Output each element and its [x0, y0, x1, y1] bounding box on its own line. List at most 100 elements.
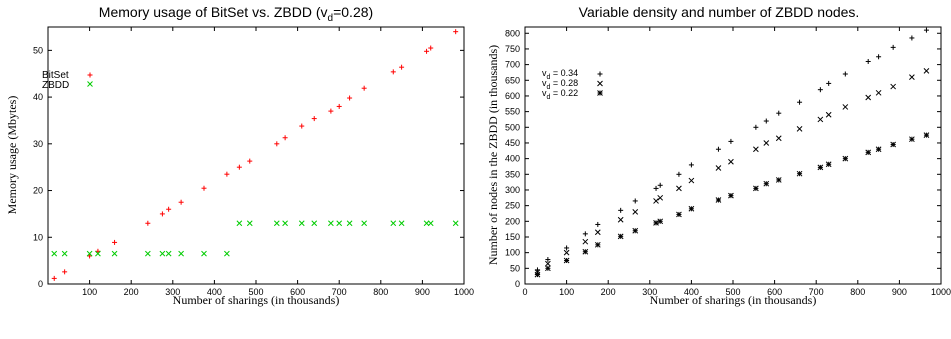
data-point-series-2	[688, 205, 695, 212]
data-point-series-1	[825, 111, 832, 118]
data-point-series-2	[715, 197, 722, 203]
y-tick-label: 400	[505, 154, 520, 164]
data-point-series-1	[427, 220, 434, 227]
data-point-series-0	[159, 211, 165, 217]
x-tick-label: 500	[248, 287, 263, 297]
data-point-series-0	[763, 118, 769, 124]
data-point-series-0	[842, 71, 848, 77]
data-point-series-1	[865, 94, 872, 101]
plot-frame	[524, 26, 942, 285]
data-point-series-0	[618, 207, 624, 213]
data-point-series-2	[563, 257, 570, 264]
data-point-series-1	[178, 250, 184, 257]
y-axis-label: Memory usage (Mbytes)	[5, 96, 19, 215]
y-tick-label: 300	[505, 185, 520, 195]
data-point-series-1	[909, 74, 915, 80]
y-tick-label: 500	[505, 122, 520, 132]
data-point-series-1	[715, 165, 722, 171]
data-points	[534, 27, 930, 278]
data-point-series-1	[398, 220, 405, 227]
data-point-series-0	[51, 275, 57, 281]
data-point-series-1	[224, 250, 230, 257]
data-point-series-0	[399, 64, 405, 70]
data-point-series-1	[676, 185, 682, 192]
data-point-series-0	[336, 103, 342, 109]
x-axis-label: Number of sharings (in thousands)	[650, 293, 817, 307]
y-tick-label: 0	[38, 279, 43, 289]
y-tick-label: 750	[505, 44, 520, 54]
data-point-series-1	[875, 89, 882, 96]
data-point-series-1	[423, 220, 430, 227]
y-axis-label: Number of nodes in the ZBDD (in thousand…	[486, 45, 500, 265]
data-point-series-0	[797, 99, 803, 105]
data-point-series-1	[61, 250, 68, 257]
data-point-series-0	[224, 171, 230, 177]
data-point-series-0	[545, 257, 551, 263]
data-point-series-1	[653, 198, 659, 204]
data-point-series-1	[246, 220, 253, 227]
legend: BitSet ZBDD	[42, 70, 93, 91]
data-point-series-0	[282, 135, 288, 141]
data-point-series-1	[361, 220, 368, 227]
legend-marker-0	[87, 72, 93, 78]
data-point-series-2	[594, 241, 601, 248]
x-tick-label: 200	[601, 287, 616, 297]
data-point-series-1	[817, 116, 824, 123]
data-point-series-0	[112, 239, 118, 245]
zbdd-nodes-chart: Variable density and number of ZBDD node…	[486, 4, 951, 307]
data-point-series-1	[86, 250, 93, 257]
data-point-series-1	[346, 220, 353, 227]
data-point-series-1	[144, 250, 151, 257]
x-tick-label: 300	[165, 287, 180, 297]
data-point-series-2	[825, 161, 832, 168]
y-tick-label: 700	[505, 60, 520, 70]
x-tick-label: 1000	[931, 287, 951, 297]
data-point-series-1	[753, 146, 759, 153]
x-tick-label: 900	[415, 287, 430, 297]
data-point-series-2	[763, 180, 770, 187]
data-point-series-1	[452, 220, 459, 227]
legend-label-022: vd = 0.22	[542, 88, 578, 101]
y-tick-label: 450	[505, 138, 520, 148]
y-tick-label: 550	[505, 107, 520, 117]
x-tick-label: 500	[725, 287, 740, 297]
data-point-series-2	[775, 177, 782, 183]
data-point-series-1	[201, 250, 207, 257]
x-tick-label: 0	[522, 287, 527, 297]
data-point-series-1	[51, 250, 58, 257]
data-point-series-0	[390, 69, 396, 75]
data-point-series-0	[236, 164, 242, 170]
data-point-series-0	[715, 146, 721, 152]
legend-marker-0	[597, 71, 603, 77]
data-point-series-2	[753, 185, 759, 192]
x-tick-label: 700	[809, 287, 824, 297]
y-tick-label: 20	[33, 186, 43, 196]
y-tick-label: 50	[33, 45, 43, 55]
x-tick-label: 200	[124, 287, 139, 297]
data-point-series-2	[632, 227, 639, 234]
data-point-series-0	[632, 198, 638, 204]
data-point-series-2	[842, 155, 849, 162]
legend-label-zbdd: ZBDD	[42, 80, 69, 91]
data-point-series-2	[728, 192, 734, 199]
data-point-series-1	[594, 229, 601, 236]
data-point-series-0	[876, 54, 882, 60]
data-point-series-0	[453, 29, 459, 35]
data-point-series-1	[336, 220, 343, 227]
data-point-series-0	[688, 162, 694, 168]
data-point-series-2	[817, 164, 824, 171]
data-point-series-0	[166, 206, 172, 212]
y-tick-label: 200	[505, 216, 520, 226]
data-point-series-1	[728, 158, 734, 165]
data-point-series-1	[159, 250, 166, 257]
data-point-series-0	[776, 110, 782, 116]
data-point-series-2	[617, 233, 624, 240]
chart-title: Variable density and number of ZBDD node…	[579, 4, 860, 20]
x-tick-label: 800	[373, 287, 388, 297]
data-point-series-0	[424, 48, 430, 54]
data-point-series-2	[545, 265, 551, 272]
data-point-series-0	[923, 27, 929, 33]
memory-usage-chart: Memory usage of BitSet vs. ZBDD (vd=0.28…	[5, 4, 474, 307]
data-point-series-0	[428, 45, 434, 51]
data-point-series-2	[534, 271, 541, 278]
